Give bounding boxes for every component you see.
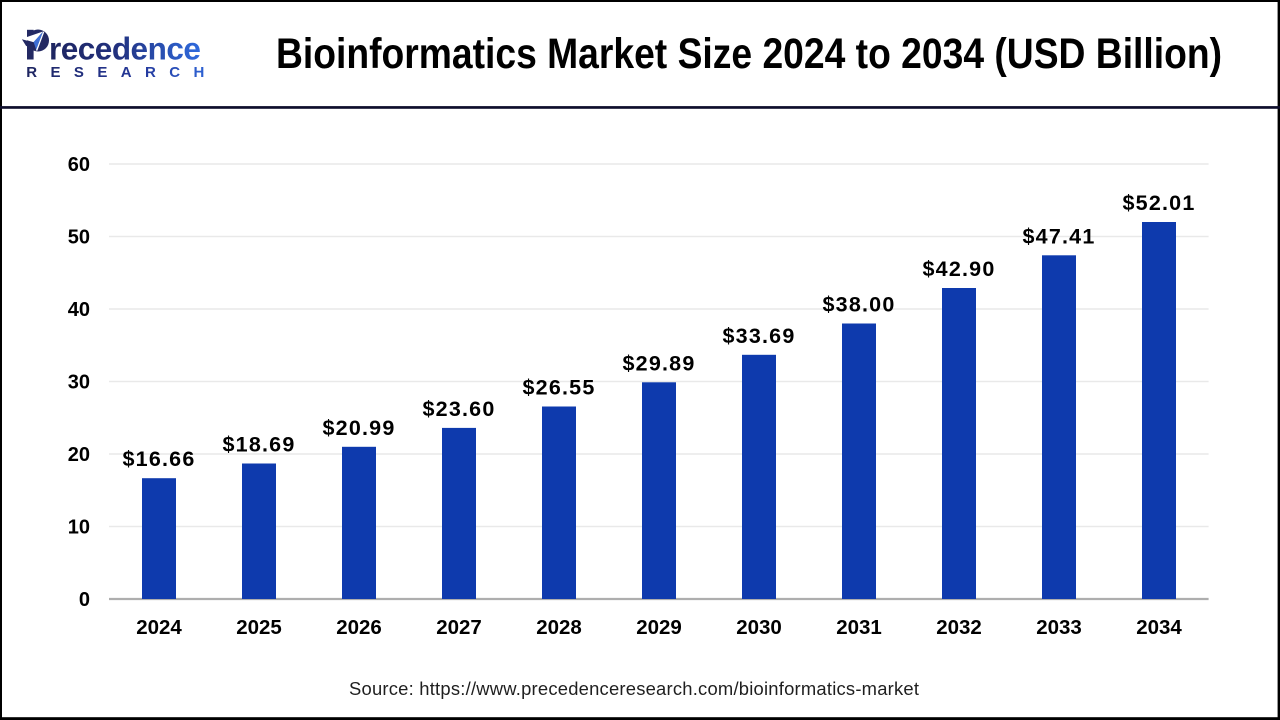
svg-text:20: 20: [68, 444, 90, 466]
svg-text:$18.69: $18.69: [223, 433, 296, 457]
svg-text:2024: 2024: [136, 616, 182, 639]
svg-text:60: 60: [68, 154, 90, 176]
svg-text:2029: 2029: [636, 616, 682, 639]
svg-text:2031: 2031: [836, 616, 882, 639]
svg-text:2027: 2027: [436, 616, 482, 639]
svg-text:50: 50: [68, 227, 90, 249]
svg-text:$16.66: $16.66: [123, 447, 196, 471]
svg-text:40: 40: [68, 299, 90, 321]
svg-text:2026: 2026: [336, 616, 382, 639]
svg-text:30: 30: [68, 372, 90, 394]
svg-text:0: 0: [79, 589, 90, 611]
svg-text:10: 10: [68, 517, 90, 539]
svg-text:2033: 2033: [1036, 616, 1082, 639]
svg-text:2032: 2032: [936, 616, 982, 639]
svg-text:$52.01: $52.01: [1123, 191, 1196, 215]
svg-text:$26.55: $26.55: [523, 376, 596, 400]
svg-text:Source: https://www.precedence: Source: https://www.precedenceresearch.c…: [349, 678, 919, 699]
svg-text:$42.90: $42.90: [923, 257, 996, 281]
svg-text:2034: 2034: [1136, 616, 1182, 639]
svg-text:2030: 2030: [736, 616, 782, 639]
svg-text:$20.99: $20.99: [323, 416, 396, 440]
svg-text:$33.69: $33.69: [723, 324, 796, 348]
svg-text:$47.41: $47.41: [1023, 224, 1096, 248]
svg-text:2025: 2025: [236, 616, 282, 639]
svg-text:Bioinformatics Market Size 202: Bioinformatics Market Size 2024 to 2034 …: [276, 30, 1222, 78]
svg-text:$23.60: $23.60: [423, 397, 496, 421]
svg-text:RESEARCH: RESEARCH: [26, 64, 217, 81]
svg-text:recedence: recedence: [49, 31, 200, 67]
svg-text:$38.00: $38.00: [823, 293, 896, 317]
svg-text:2028: 2028: [536, 616, 582, 639]
svg-text:$29.89: $29.89: [623, 351, 696, 375]
